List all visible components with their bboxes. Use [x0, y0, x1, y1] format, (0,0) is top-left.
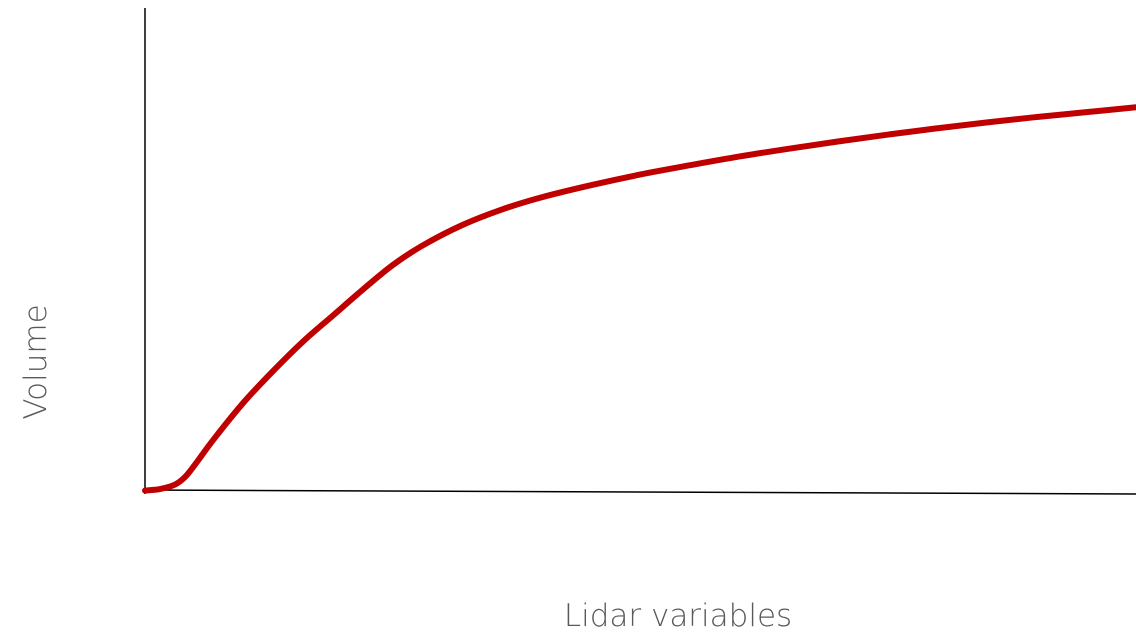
x-axis-label: Lidar variables: [564, 598, 792, 634]
series-layer: [142, 104, 1136, 494]
series-line-0: [142, 104, 1136, 494]
y-axis-label: Volume: [18, 304, 54, 419]
axes: [144, 8, 1136, 495]
x-axis-line: [144, 489, 1136, 495]
